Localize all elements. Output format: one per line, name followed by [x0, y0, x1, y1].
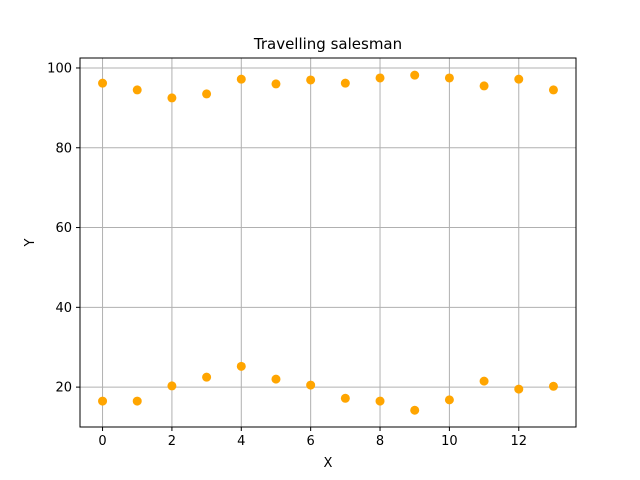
- grid-lines: [80, 58, 576, 427]
- data-point: [548, 381, 558, 391]
- data-point: [410, 405, 420, 415]
- data-point: [479, 81, 489, 91]
- x-axis-label: X: [324, 456, 333, 471]
- data-point: [375, 396, 385, 406]
- data-point: [271, 374, 281, 384]
- data-point: [306, 75, 316, 85]
- x-tick-label: 2: [168, 434, 176, 449]
- data-point: [202, 372, 212, 382]
- y-tick-label: 60: [55, 221, 72, 236]
- data-point: [132, 396, 142, 406]
- y-tick-label: 100: [47, 61, 72, 76]
- y-axis-ticks: 20 40 60 80 100: [47, 61, 80, 396]
- y-tick-label: 20: [55, 381, 72, 396]
- data-point: [514, 384, 524, 394]
- data-point: [132, 85, 142, 95]
- plot-frame: [79, 57, 577, 428]
- x-tick-label: 0: [98, 434, 106, 449]
- x-tick-label: 6: [307, 434, 315, 449]
- data-point: [375, 73, 385, 83]
- data-points: [98, 70, 558, 415]
- x-tick-label: 8: [376, 434, 384, 449]
- data-point: [548, 85, 558, 95]
- data-point: [340, 393, 350, 403]
- data-point: [306, 380, 316, 390]
- chart-title: Travelling salesman: [253, 35, 402, 53]
- x-axis-ticks: 0 2 4 6 8 10 12: [98, 427, 527, 449]
- data-point: [167, 381, 177, 391]
- y-tick-label: 80: [55, 141, 72, 156]
- data-point: [514, 74, 524, 84]
- data-point: [340, 78, 350, 88]
- data-point: [271, 79, 281, 89]
- data-point: [167, 93, 177, 103]
- data-point: [98, 78, 108, 88]
- data-point: [444, 73, 454, 83]
- data-point: [444, 395, 454, 405]
- data-point: [479, 376, 489, 386]
- data-point: [202, 89, 212, 99]
- x-tick-label: 12: [510, 434, 527, 449]
- x-tick-label: 10: [441, 434, 458, 449]
- data-point: [236, 74, 246, 84]
- data-point: [236, 361, 246, 371]
- x-tick-label: 4: [237, 434, 245, 449]
- data-point: [98, 396, 108, 406]
- y-axis-label: Y: [23, 238, 38, 247]
- data-point: [410, 70, 420, 80]
- y-tick-label: 40: [55, 301, 72, 316]
